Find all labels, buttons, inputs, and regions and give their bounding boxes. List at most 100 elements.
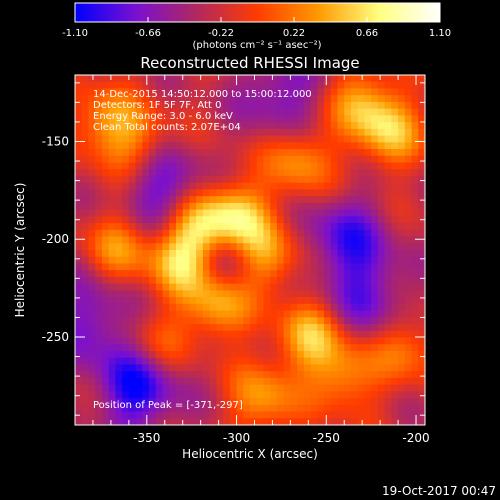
heatmap-cell [75,149,83,157]
heatmap-cell [276,182,285,191]
heatmap-cell [418,297,425,305]
heatmap-cell [189,155,197,164]
heatmap-cell [344,122,352,130]
heatmap-cell [377,391,386,399]
heatmap-cell [330,162,339,170]
heatmap-cell [182,182,191,191]
heatmap-cell [371,88,379,96]
heatmap-cell [310,202,318,211]
heatmap-cell [276,122,285,130]
heatmap-cell [95,330,103,339]
heatmap-cell [81,75,90,83]
heatmap-cell [81,101,90,110]
heatmap-cell [243,202,251,211]
heatmap-cell [95,122,103,130]
heatmap-cell [418,337,425,345]
heatmap-cell [88,196,96,204]
heatmap-cell [209,371,217,379]
heatmap-cell [135,256,143,265]
heatmap-cell [216,377,224,386]
heatmap-cell [223,418,231,425]
heatmap-cell [276,310,285,318]
heatmap-cell [324,297,332,305]
heatmap-cell [155,189,164,197]
heatmap-cell [115,270,123,278]
heatmap-cell [276,175,285,184]
heatmap-cell [122,216,130,224]
heatmap-cell [196,344,204,352]
heatmap-cell [196,250,204,258]
heatmap-cell [418,202,425,211]
heatmap-cell [216,344,224,352]
heatmap-cell [263,229,271,238]
heatmap-cell [398,263,406,271]
heatmap-cell [81,128,90,137]
heatmap-cell [290,95,298,103]
heatmap-cell [250,398,258,406]
heatmap-cell [270,324,278,332]
heatmap-cell [290,229,298,238]
heatmap-cell [216,297,224,305]
heatmap-cell [209,196,217,204]
heatmap-cell [324,276,332,285]
heatmap-cell [371,371,379,379]
heatmap-cell [290,384,298,392]
heatmap-cell [202,196,211,204]
heatmap-cell [223,270,231,278]
heatmap-cell [256,283,265,291]
heatmap-cell [95,189,103,197]
heatmap-cell [270,337,278,345]
heatmap-cell [371,270,379,278]
heatmap-cell [418,162,425,170]
heatmap-cell [122,229,130,238]
heatmap-cell [122,276,130,285]
heatmap-cell [290,108,298,116]
heatmap-cell [243,270,251,278]
heatmap-cell [135,290,143,298]
heatmap-cell [88,162,96,170]
heatmap-cell [377,128,386,137]
heatmap-cell [169,371,177,379]
heatmap-cell [324,310,332,318]
heatmap-cell [310,303,318,312]
heatmap-cell [149,135,157,143]
heatmap-cell [169,142,177,150]
heatmap-cell [310,344,318,352]
heatmap-cell [75,142,83,150]
heatmap-cell [155,317,164,325]
heatmap-cell [404,350,413,359]
heatmap-cell [229,142,238,150]
heatmap-cell [182,344,191,352]
heatmap-cell [330,189,339,197]
heatmap-cell [189,391,197,399]
heatmap-cell [115,404,123,413]
heatmap-cell [182,236,191,244]
heatmap-cell [404,364,413,372]
heatmap-cell [243,344,251,352]
heatmap-cell [175,391,184,399]
heatmap-cell [115,209,123,217]
heatmap-cell [398,81,406,90]
heatmap-cell [108,209,116,217]
heatmap-cell [81,324,90,332]
heatmap-cell [276,95,285,103]
heatmap-cell [202,149,211,157]
heatmap-cell [236,128,244,137]
heatmap-cell [263,344,271,352]
heatmap-cell [350,196,359,204]
heatmap-cell [398,95,406,103]
heatmap-cell [216,229,224,238]
heatmap-cell [404,223,413,231]
heatmap-cell [330,155,339,164]
heatmap-cell [310,175,318,184]
heatmap-cell [404,189,413,197]
heatmap-cell [344,263,352,271]
heatmap-cell [101,303,110,312]
heatmap-cell [128,243,137,251]
heatmap-cell [330,236,339,244]
heatmap-cell [128,290,137,298]
heatmap-cell [270,189,278,197]
heatmap-cell [371,276,379,285]
heatmap-cell [115,243,123,251]
heatmap-cell [256,189,265,197]
